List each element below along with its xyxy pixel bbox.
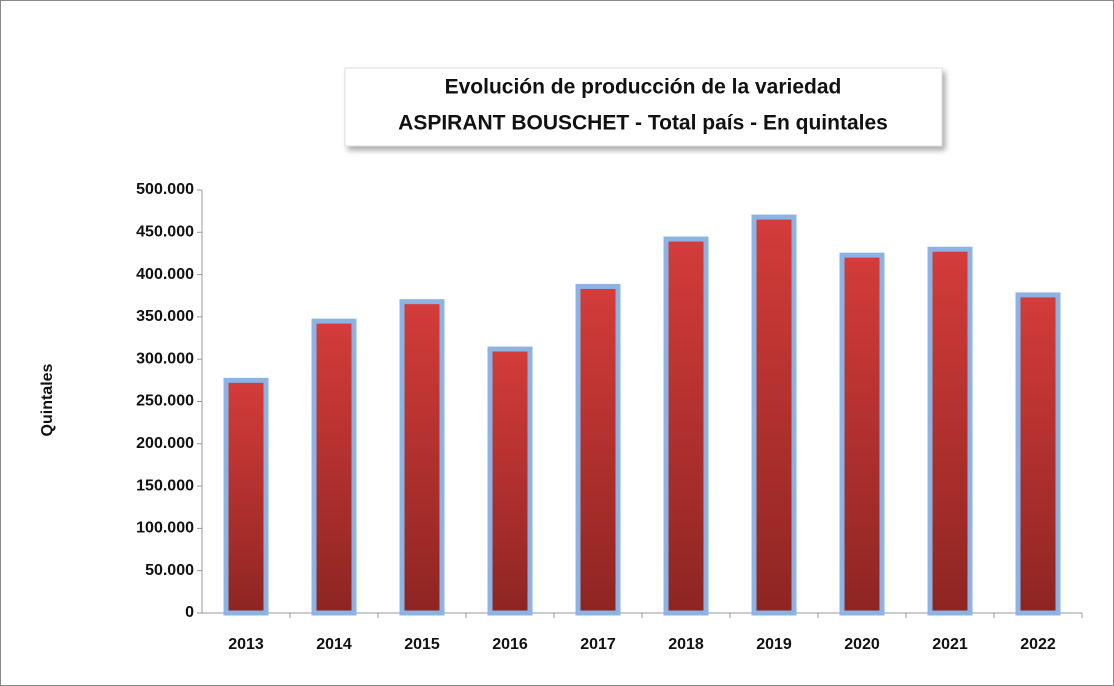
bar bbox=[311, 318, 357, 616]
y-tick-label: 300.000 bbox=[136, 350, 194, 367]
x-tick-label: 2016 bbox=[492, 636, 528, 653]
y-tick-label: 350.000 bbox=[136, 308, 194, 325]
bar bbox=[927, 246, 973, 616]
bar bbox=[663, 236, 709, 616]
y-tick-label: 250.000 bbox=[136, 393, 194, 410]
chart-subtitle: ASPIRANT BOUSCHET - Total país - En quin… bbox=[398, 112, 888, 135]
title-box bbox=[344, 67, 943, 147]
y-tick-label: 450.000 bbox=[136, 224, 194, 241]
bar bbox=[839, 252, 885, 616]
y-tick-label: 400.000 bbox=[136, 266, 194, 283]
x-tick-label: 2019 bbox=[756, 636, 792, 653]
x-tick-label: 2017 bbox=[580, 636, 616, 653]
x-tick-label: 2020 bbox=[844, 636, 880, 653]
y-tick-label: 50.000 bbox=[145, 562, 194, 579]
bar bbox=[751, 214, 797, 616]
x-tick-label: 2015 bbox=[404, 636, 440, 653]
y-tick-label: 150.000 bbox=[136, 477, 194, 494]
x-tick-label: 2021 bbox=[932, 636, 968, 653]
bar bbox=[575, 283, 621, 616]
chart-title: Evolución de producción de la variedad bbox=[445, 76, 842, 99]
x-tick-label: 2013 bbox=[228, 636, 264, 653]
bar bbox=[399, 299, 445, 616]
y-tick-label: 500.000 bbox=[136, 181, 194, 198]
x-tick-label: 2018 bbox=[668, 636, 704, 653]
y-tick-label: 0 bbox=[185, 604, 194, 621]
bar bbox=[1015, 292, 1061, 616]
y-tick-label: 200.000 bbox=[136, 435, 194, 452]
bar bbox=[487, 346, 533, 616]
y-axis-label: Quintales bbox=[39, 363, 56, 436]
x-tick-label: 2014 bbox=[316, 636, 352, 653]
bar bbox=[223, 377, 269, 616]
x-tick-label: 2022 bbox=[1020, 636, 1056, 653]
y-tick-label: 100.000 bbox=[136, 520, 194, 537]
